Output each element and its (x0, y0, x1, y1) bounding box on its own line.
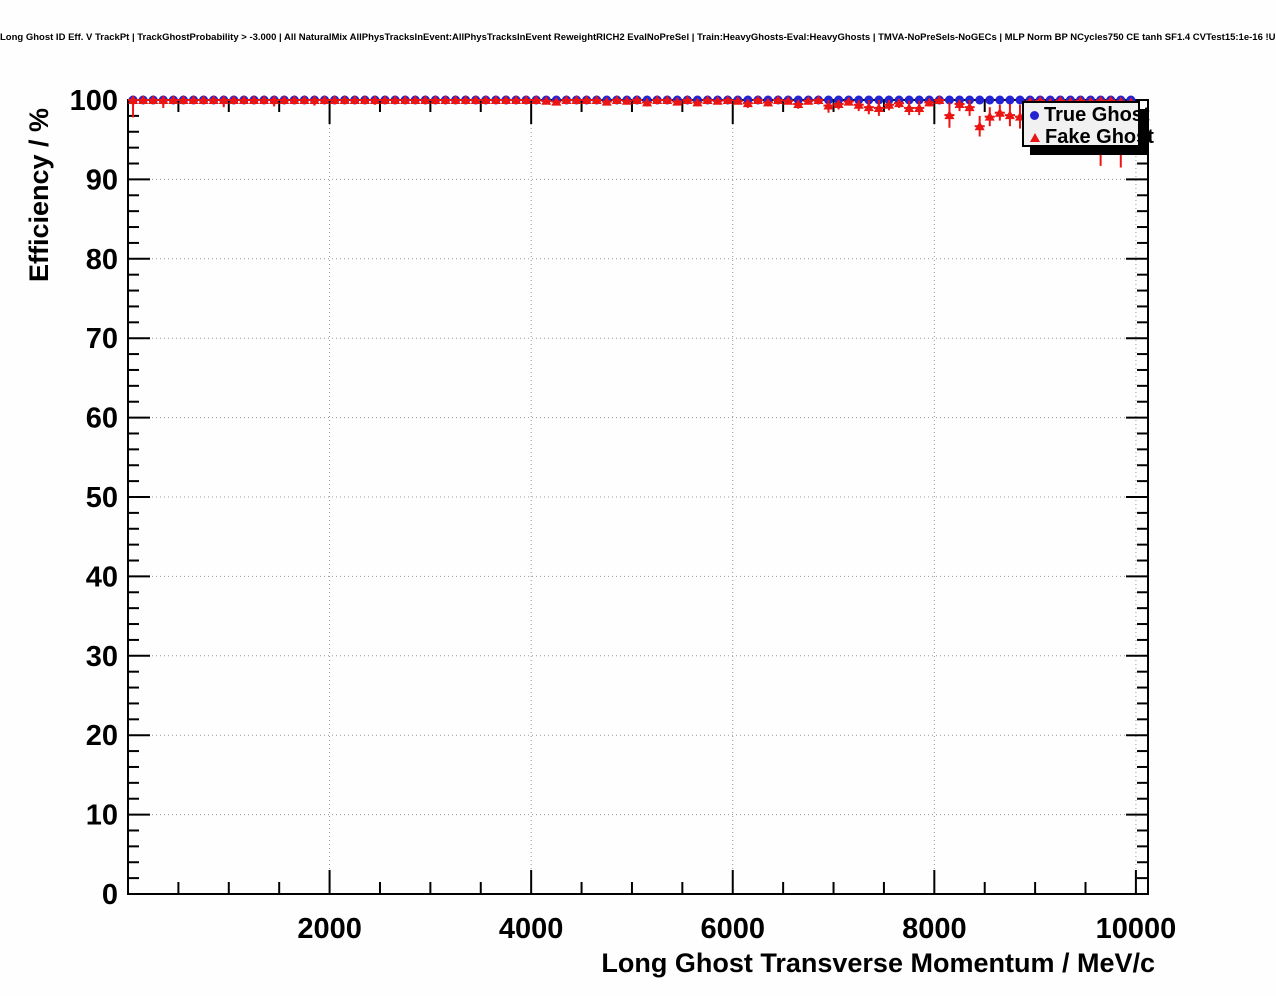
svg-text:0: 0 (102, 879, 118, 911)
svg-text:8000: 8000 (902, 913, 967, 945)
svg-text:10: 10 (86, 800, 118, 832)
axis-ticks (127, 99, 1148, 895)
svg-text:100: 100 (70, 85, 118, 117)
plot-title: Long Ghost ID Eff. V TrackPt | TrackGhos… (0, 32, 1276, 43)
svg-text:6000: 6000 (700, 913, 765, 945)
legend-label-true-ghost: True Ghost (1044, 103, 1150, 126)
y-tick-labels: 0 10 20 30 40 50 60 70 80 90 100 (70, 85, 118, 911)
svg-text:20: 20 (86, 720, 118, 752)
legend-label-fake-ghost: Fake Ghost (1045, 125, 1154, 148)
x-tick-labels: 2000 4000 6000 8000 10000 (297, 913, 1176, 945)
gridlines (128, 100, 1148, 894)
svg-text:50: 50 (86, 482, 118, 514)
legend: True Ghost Fake Ghost (1022, 101, 1154, 148)
svg-text:2000: 2000 (297, 913, 362, 945)
svg-text:10000: 10000 (1096, 913, 1177, 945)
svg-text:70: 70 (86, 323, 118, 355)
svg-text:40: 40 (86, 561, 118, 593)
svg-text:30: 30 (86, 641, 118, 673)
fake-ghost-triangle-icon (1030, 132, 1040, 142)
svg-text:4000: 4000 (499, 913, 564, 945)
svg-text:60: 60 (86, 403, 118, 435)
legend-entry-true-ghost: True Ghost (1030, 104, 1150, 126)
y-axis-title: Efficiency / % (24, 107, 54, 282)
svg-text:90: 90 (86, 164, 118, 196)
x-axis-title: Long Ghost Transverse Momentum / MeV/c (601, 948, 1155, 978)
svg-text:80: 80 (86, 244, 118, 276)
true-ghost-circle-icon (1030, 110, 1039, 120)
legend-entry-fake-ghost: Fake Ghost (1030, 126, 1154, 148)
